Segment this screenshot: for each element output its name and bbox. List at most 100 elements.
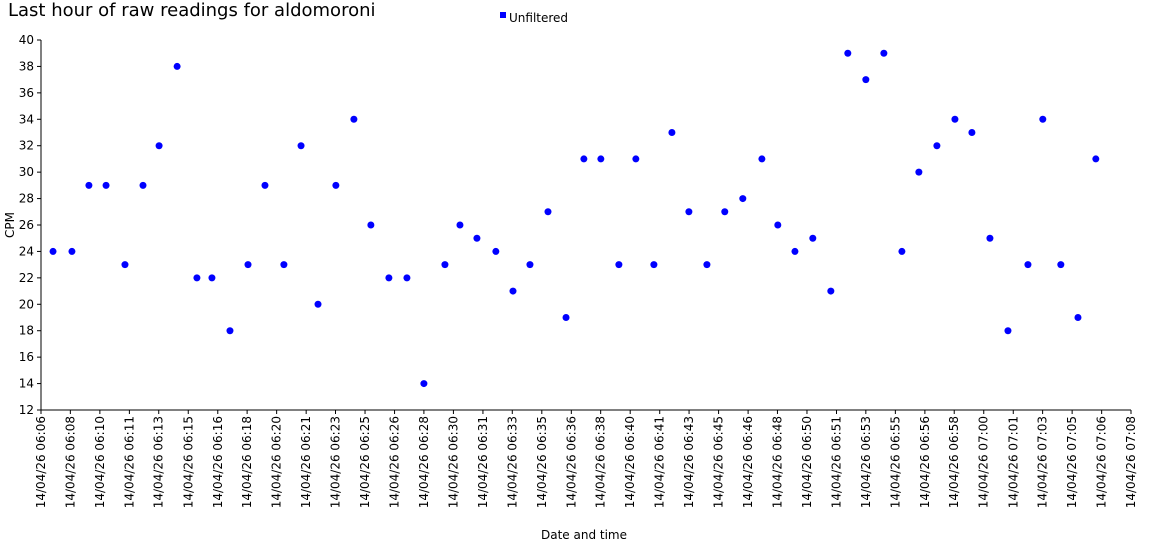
x-tick-label: 14/04/26 06:56 (918, 416, 932, 508)
x-tick-label: 14/04/26 07:03 (1036, 416, 1050, 508)
x-tick-label: 14/04/26 06:48 (770, 416, 784, 508)
x-tick-label: 14/04/26 06:40 (623, 416, 637, 508)
point (739, 195, 747, 203)
y-tick-label: 28 (19, 192, 34, 206)
x-tick-label: 14/04/26 06:10 (93, 416, 107, 508)
y-tick-label: 12 (19, 403, 34, 417)
point (68, 247, 76, 255)
point (314, 300, 322, 308)
x-tick-label: 14/04/26 06:31 (476, 416, 490, 508)
point (332, 181, 340, 189)
point (403, 274, 411, 282)
x-tick-label: 14/04/26 06:30 (446, 416, 460, 508)
point (492, 247, 500, 255)
point (1057, 261, 1065, 269)
x-tick-label: 14/04/26 06:51 (829, 416, 843, 508)
x-tick-label: 14/04/26 07:06 (1095, 416, 1109, 508)
x-tick-label: 14/04/26 06:25 (358, 416, 372, 508)
x-tick-label: 14/04/26 06:36 (564, 416, 578, 508)
point (758, 155, 766, 163)
point (297, 142, 305, 150)
y-tick-label: 24 (19, 244, 34, 258)
point (544, 208, 552, 216)
point (1074, 314, 1082, 321)
y-tick-label: 34 (19, 112, 34, 126)
x-tick-label: 14/04/26 06:23 (329, 416, 343, 508)
y-axis-label: CPM (3, 212, 17, 238)
x-tick-label: 14/04/26 06:41 (653, 416, 667, 508)
point (862, 76, 870, 84)
point (244, 261, 252, 269)
point (85, 181, 93, 189)
point (473, 234, 481, 242)
x-tick-label: 14/04/26 07:01 (1006, 416, 1020, 508)
point (898, 247, 906, 255)
point (173, 62, 181, 70)
y-tick-label: 16 (19, 350, 34, 364)
x-tick-label: 14/04/26 07:00 (977, 416, 991, 508)
point (685, 208, 693, 216)
x-tick-label: 14/04/26 06:45 (712, 416, 726, 508)
point (933, 142, 941, 150)
x-tick-label: 14/04/26 06:35 (535, 416, 549, 508)
y-tick-label: 30 (19, 165, 34, 179)
x-tick-label: 14/04/26 06:28 (417, 416, 431, 508)
point (668, 129, 676, 136)
point (721, 208, 729, 216)
point (1092, 155, 1100, 163)
point (350, 115, 358, 123)
point (597, 155, 605, 163)
x-tick-label: 14/04/26 07:05 (1065, 416, 1079, 508)
point (509, 287, 517, 295)
x-tick-label: 14/04/26 06:20 (270, 416, 284, 508)
y-tick-label: 38 (19, 59, 34, 73)
x-tick-label: 14/04/26 06:26 (388, 416, 402, 508)
point (632, 155, 640, 163)
y-tick-label: 36 (19, 86, 34, 100)
x-tick-label: 14/04/26 06:46 (741, 416, 755, 508)
point (420, 380, 428, 388)
point (650, 261, 658, 269)
x-tick-label: 14/04/26 06:43 (682, 416, 696, 508)
x-axis-label: Date and time (541, 528, 627, 542)
point (774, 221, 782, 229)
point (968, 129, 976, 136)
point (986, 234, 994, 242)
point (562, 314, 570, 321)
y-tick-label: 40 (19, 33, 34, 47)
y-tick-label: 14 (19, 377, 34, 391)
x-tick-label: 14/04/26 06:38 (594, 416, 608, 508)
point (615, 261, 623, 269)
point (456, 221, 464, 229)
point (367, 221, 375, 229)
point (102, 181, 110, 189)
point (827, 287, 835, 295)
legend-label: Unfiltered (509, 11, 568, 25)
point (915, 168, 923, 176)
point (193, 274, 201, 282)
point (580, 155, 588, 163)
point (791, 247, 799, 255)
point (385, 274, 393, 282)
x-tick-label: 14/04/26 06:55 (888, 416, 902, 508)
x-tick-label: 14/04/26 06:53 (859, 416, 873, 508)
y-tick-label: 18 (19, 324, 34, 338)
x-tick-label: 14/04/26 06:15 (181, 416, 195, 508)
x-tick-label: 14/04/26 06:08 (63, 416, 77, 508)
x-tick-label: 14/04/26 07:08 (1124, 416, 1138, 508)
x-tick-label: 14/04/26 06:33 (505, 416, 519, 508)
x-tick-label: 14/04/26 06:11 (122, 416, 136, 508)
y-tick-label: 22 (19, 271, 34, 285)
point (880, 49, 888, 57)
point (1039, 115, 1047, 123)
y-tick-label: 26 (19, 218, 34, 232)
point (703, 261, 711, 269)
point (226, 327, 234, 335)
chart-title: Last hour of raw readings for aldomoroni (8, 0, 376, 21)
x-tick-label: 14/04/26 06:13 (152, 416, 166, 508)
point (280, 261, 288, 269)
x-tick-label: 14/04/26 06:21 (299, 416, 313, 508)
point (526, 261, 534, 269)
